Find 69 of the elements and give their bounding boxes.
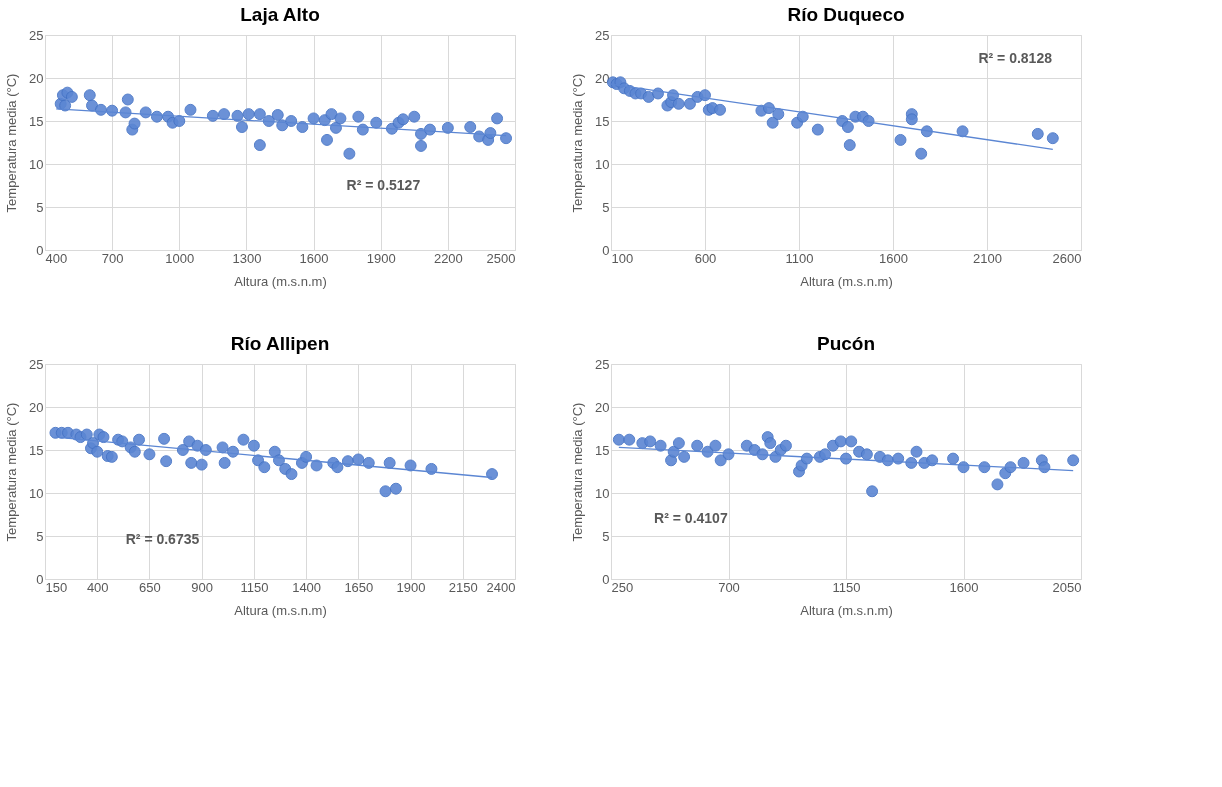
x-tick-label: 2500 <box>486 250 516 266</box>
y-tick-label: 5 <box>36 528 44 544</box>
chart-title: Pucón <box>816 333 876 354</box>
y-tick-label: 15 <box>595 113 610 129</box>
x-tick-label: 700 <box>718 579 740 595</box>
annotation: R² = 0.8128 <box>978 49 1053 66</box>
x-axis-title: Altura (m.s.n.m) <box>234 273 327 289</box>
x-tick-label: 1900 <box>366 250 396 266</box>
y-tick-label: 10 <box>595 156 610 172</box>
x-tick-label: 2400 <box>486 579 516 595</box>
x-tick-label: 2150 <box>448 579 478 595</box>
y-tick-label: 0 <box>602 571 610 587</box>
x-tick-label: 1150 <box>832 579 861 595</box>
x-tick-label: 1300 <box>232 250 262 266</box>
y-axis-title: Temperatura media (°C) <box>570 402 586 542</box>
x-axis-title: Altura (m.s.n.m) <box>800 602 893 618</box>
x-tick-label: 150 <box>45 579 68 595</box>
y-tick-label: 25 <box>29 356 44 372</box>
x-tick-label: 650 <box>139 579 161 595</box>
y-tick-label: 10 <box>29 156 44 172</box>
x-tick-label: 2200 <box>433 250 463 266</box>
x-tick-label: 1600 <box>299 250 329 266</box>
annotation: R² = 0.4107 <box>654 509 728 526</box>
y-tick-label: 20 <box>595 399 610 415</box>
y-tick-label: 25 <box>595 356 610 372</box>
y-tick-label: 0 <box>36 242 44 258</box>
x-tick-label: 1600 <box>949 579 979 595</box>
annotation: R² = 0.5127 <box>346 176 421 193</box>
y-axis-title: Temperatura media (°C) <box>4 73 20 213</box>
y-tick-label: 15 <box>595 442 610 458</box>
x-axis-title: Altura (m.s.n.m) <box>234 602 327 618</box>
x-tick-label: 2100 <box>973 250 1002 266</box>
y-tick-label: 20 <box>29 399 44 415</box>
x-tick-label: 2600 <box>1052 250 1082 266</box>
x-tick-label: 1900 <box>396 579 426 595</box>
y-tick-label: 15 <box>29 113 44 129</box>
chart-title: Laja Alto <box>240 4 320 25</box>
y-tick-label: 20 <box>595 70 610 86</box>
y-tick-label: 0 <box>36 571 44 587</box>
chart-title: Río Duqueco <box>787 4 905 25</box>
x-tick-label: 400 <box>45 250 68 266</box>
y-axis-title: Temperatura media (°C) <box>570 73 586 213</box>
y-tick-label: 15 <box>29 442 44 458</box>
y-tick-label: 20 <box>29 70 44 86</box>
y-axis-title: Temperatura media (°C) <box>4 402 20 542</box>
x-tick-label: 1600 <box>879 250 908 266</box>
x-tick-label: 1400 <box>292 579 322 595</box>
x-tick-label: 700 <box>101 250 124 266</box>
x-tick-label: 1150 <box>240 579 269 595</box>
chart-title: Río Allipen <box>230 333 330 354</box>
x-tick-label: 900 <box>191 579 214 595</box>
y-tick-label: 5 <box>36 199 44 215</box>
x-tick-label: 1650 <box>344 579 374 595</box>
x-tick-label: 2050 <box>1052 579 1082 595</box>
x-axis-title: Altura (m.s.n.m) <box>800 273 893 289</box>
x-tick-label: 600 <box>694 250 717 266</box>
x-tick-label: 1100 <box>785 250 814 266</box>
x-tick-label: 1000 <box>165 250 195 266</box>
x-tick-label: 250 <box>611 579 634 595</box>
annotation: R² = 0.6735 <box>125 531 200 548</box>
y-tick-label: 25 <box>595 27 610 43</box>
y-tick-label: 10 <box>595 485 610 501</box>
y-tick-label: 25 <box>29 27 44 43</box>
y-tick-label: 0 <box>602 242 610 258</box>
y-tick-label: 10 <box>29 485 44 501</box>
y-tick-label: 5 <box>602 528 610 544</box>
y-tick-label: 5 <box>602 199 610 215</box>
x-tick-label: 100 <box>611 250 634 266</box>
x-tick-label: 400 <box>86 579 109 595</box>
